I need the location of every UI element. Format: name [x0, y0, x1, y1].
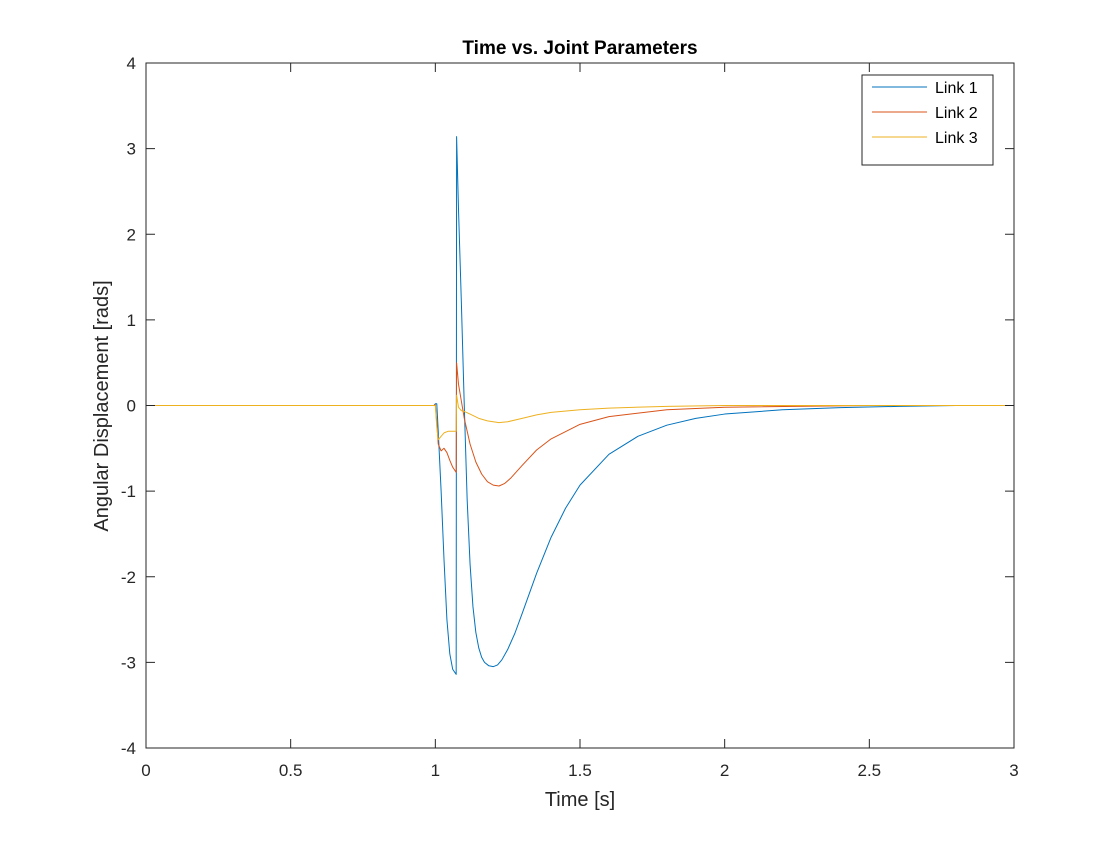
y-tick-label: 2 — [127, 225, 136, 244]
x-tick-label: 0.5 — [279, 761, 303, 780]
legend-label: Link 3 — [935, 130, 978, 147]
x-tick-label: 0 — [141, 761, 150, 780]
series-line-2 — [146, 362, 1014, 487]
axes: 0 0.5 1 1.5 2 2.5 3 -4 -3 -2 -1 0 1 2 3 4 — [121, 54, 1019, 780]
legend-box — [861, 74, 994, 166]
y-tick-label: 4 — [127, 54, 136, 73]
legend-label: Link 1 — [935, 80, 978, 97]
legend: Link 1 Link 2 Link 3 — [861, 74, 994, 166]
x-tick-label: 1.5 — [568, 761, 592, 780]
series-line-1 — [146, 136, 1014, 675]
y-tick-label: 1 — [127, 311, 136, 330]
x-tick-label: 2 — [720, 761, 729, 780]
y-tick-label: 3 — [127, 140, 136, 159]
x-tick-label: 1 — [431, 761, 440, 780]
y-tick-label: -4 — [121, 739, 136, 758]
x-tick-label: 3 — [1009, 761, 1018, 780]
plot-area — [146, 136, 1014, 675]
y-tick-label: -2 — [121, 568, 136, 587]
series-line-3 — [146, 394, 1014, 441]
chart-title: Time vs. Joint Parameters — [462, 38, 697, 59]
x-tick-label: 2.5 — [858, 761, 882, 780]
y-tick-label: -1 — [121, 482, 136, 501]
y-tick-label: -3 — [121, 653, 136, 672]
legend-label: Link 2 — [935, 105, 978, 122]
x-axis-label: Time [s] — [545, 789, 615, 811]
y-tick-label: 0 — [127, 397, 136, 416]
y-axis-label: Angular Displacement [rads] — [91, 280, 113, 531]
